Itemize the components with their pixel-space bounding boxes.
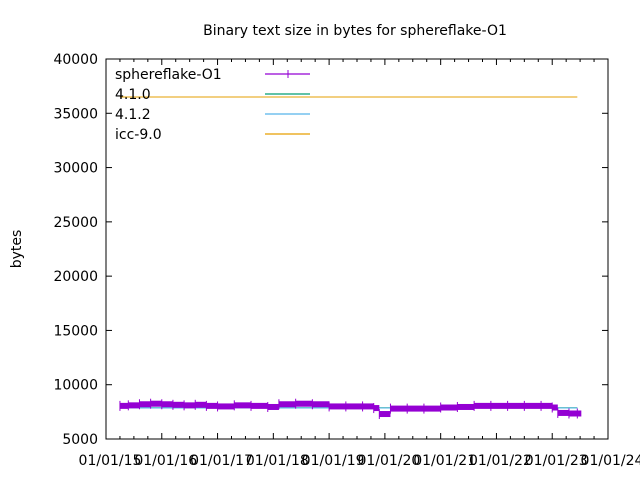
data-point (234, 402, 252, 409)
x-tick-label: 01/01/21 (413, 453, 476, 469)
legend-label: icc-9.0 (115, 127, 162, 143)
data-point (251, 402, 268, 409)
x-tick-label: 01/01/23 (525, 453, 588, 469)
x-tick-label: 01/01/22 (469, 453, 532, 469)
y-tick-label: 40000 (53, 52, 98, 68)
data-point (552, 404, 558, 411)
data-point (312, 401, 330, 408)
data-point (150, 400, 162, 407)
y-tick-label: 35000 (53, 106, 98, 122)
data-point (507, 402, 525, 409)
legend-label: 4.1.0 (115, 87, 151, 103)
data-point (217, 403, 235, 410)
data-point (423, 405, 441, 412)
data-point (557, 409, 569, 416)
data-point (172, 401, 185, 408)
data-point (128, 402, 140, 409)
data-point (577, 410, 582, 417)
y-tick-label: 25000 (53, 215, 98, 231)
y-tick-label: 5000 (62, 432, 98, 448)
data-point (390, 405, 408, 412)
y-tick-label: 20000 (53, 269, 98, 285)
data-point (362, 403, 374, 410)
data-point (345, 403, 363, 410)
x-tick-label: 01/01/20 (357, 453, 420, 469)
x-tick-label: 01/01/15 (79, 453, 142, 469)
data-point (373, 405, 380, 412)
data-point (195, 401, 207, 408)
data-point (278, 401, 296, 408)
data-point (161, 401, 173, 408)
x-tick-label: 01/01/24 (581, 453, 640, 469)
plot-border (105, 58, 609, 440)
data-point (267, 403, 279, 410)
legend-label: sphereflake-O1 (115, 67, 222, 83)
data-point (568, 410, 578, 417)
x-tick-label: 01/01/19 (302, 453, 365, 469)
data-point (474, 402, 491, 409)
x-tick-label: 01/01/16 (134, 453, 197, 469)
data-point (206, 402, 218, 409)
data-point (119, 402, 129, 409)
chart-title: Binary text size in bytes for sphereflak… (203, 23, 507, 39)
y-tick-label: 30000 (53, 161, 98, 177)
x-tick-label: 01/01/18 (246, 453, 309, 469)
data-point (184, 402, 196, 409)
legend-label: 4.1.2 (115, 107, 151, 123)
y-tick-label: 15000 (53, 323, 98, 339)
data-point (139, 401, 151, 408)
data-point (524, 402, 542, 409)
data-point (457, 403, 475, 410)
data-point (379, 411, 391, 418)
y-axis-label: bytes (9, 230, 25, 269)
x-tick-label: 01/01/17 (190, 453, 253, 469)
legend: sphereflake-O1 4.1.0 4.1.2 icc-9.0 (115, 67, 310, 143)
data-point (329, 403, 346, 410)
data-point (295, 400, 313, 407)
data-point (490, 402, 508, 409)
data-point (407, 405, 424, 412)
data-point (440, 404, 458, 411)
data-point (541, 402, 553, 409)
y-tick-label: 10000 (53, 378, 98, 394)
